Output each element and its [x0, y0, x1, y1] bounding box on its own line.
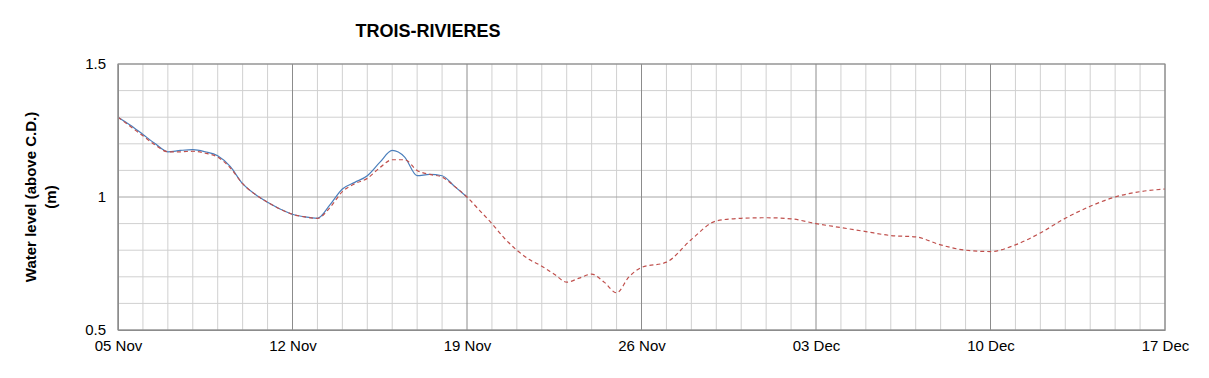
series-line: [118, 117, 467, 218]
x-tick-label: 05 Nov: [95, 337, 143, 354]
series-line: [118, 117, 1165, 293]
grid-line: [641, 64, 642, 330]
plot-frame: [118, 64, 1165, 330]
plot: 05 Nov 12 Nov 19 Nov 26 Nov 03 Dec 10 Dec 17 D…: [85, 55, 1190, 353]
y-tick: 0.5: [85, 321, 118, 338]
x-tick-label: 10 Dec: [967, 337, 1015, 354]
x-tick-label: 17 Dec: [1142, 337, 1190, 354]
x-tick-label: 12 Nov: [269, 337, 317, 354]
chart: 05 Nov 12 Nov 19 Nov 26 Nov 03 Dec 10 Dec 17 D…: [0, 0, 1209, 378]
y-tick: 1.5: [85, 55, 118, 72]
x-tick: 12 Nov: [269, 330, 317, 354]
y-tick-label: 1: [98, 188, 106, 205]
x-tick-label: 19 Nov: [444, 337, 492, 354]
x-tick: 19 Nov: [444, 330, 492, 354]
y-axis: 0.5 1 1.5: [85, 55, 118, 338]
x-tick-label: 26 Nov: [618, 337, 666, 354]
y-tick-label: 1.5: [85, 55, 106, 72]
y-axis-title: Water level (above C.D.): [22, 112, 39, 282]
x-tick-label: 03 Dec: [793, 337, 841, 354]
x-axis: 05 Nov 12 Nov 19 Nov 26 Nov 03 Dec 10 Dec 17 D…: [95, 330, 1190, 354]
x-tick: 03 Dec: [793, 330, 841, 354]
series-group: [118, 117, 1165, 293]
y-tick: 1: [98, 188, 118, 205]
grid-line: [816, 64, 817, 330]
x-tick: 10 Dec: [967, 330, 1015, 354]
grid: [118, 64, 1165, 330]
grid-line: [990, 64, 991, 330]
y-tick-label: 0.5: [85, 321, 106, 338]
y-axis-title: (m): [42, 185, 59, 208]
grid-line: [292, 64, 293, 330]
x-tick: 26 Nov: [618, 330, 666, 354]
title: TROIS-RIVIERES: [355, 21, 500, 41]
x-tick: 17 Dec: [1142, 330, 1190, 354]
